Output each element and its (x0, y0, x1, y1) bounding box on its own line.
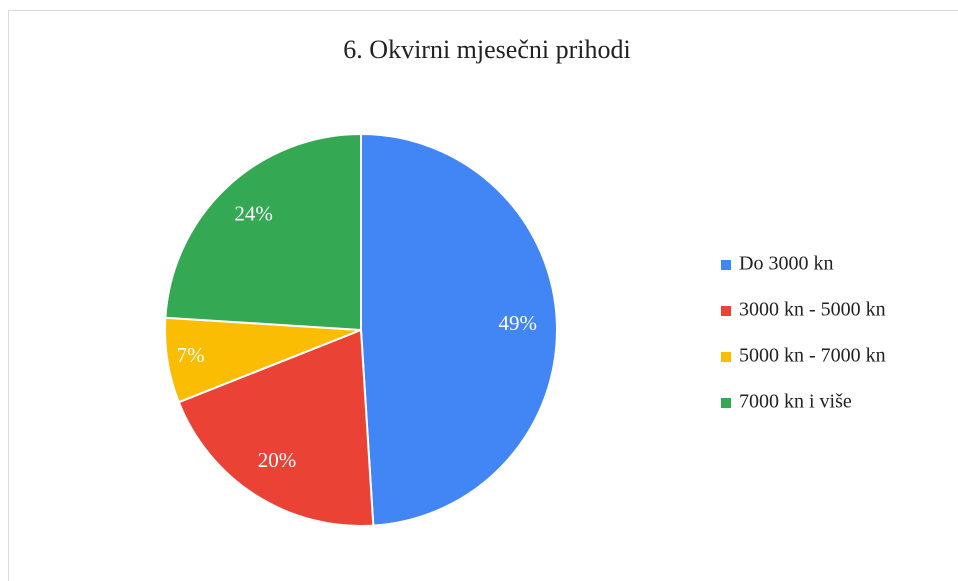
legend-swatch (721, 260, 731, 270)
legend-swatch (721, 306, 731, 316)
data-label: 20% (258, 448, 297, 472)
legend-swatch (721, 352, 731, 362)
data-label: 49% (498, 311, 537, 335)
legend-label: Do 3000 kn (739, 253, 833, 275)
data-label: 24% (234, 202, 273, 226)
pie-slice (360, 132, 558, 527)
legend-swatch (721, 398, 731, 408)
chart-title: 6. Okvirni mjesečni prihodi (343, 35, 630, 64)
legend-label: 3000 kn - 5000 kn (739, 299, 886, 321)
pie-slice (164, 132, 362, 332)
legend-label: 5000 kn - 7000 kn (739, 345, 886, 367)
pie-slice (177, 328, 375, 527)
data-label: 7% (177, 343, 205, 367)
legend-label: 7000 kn i više (739, 391, 852, 413)
